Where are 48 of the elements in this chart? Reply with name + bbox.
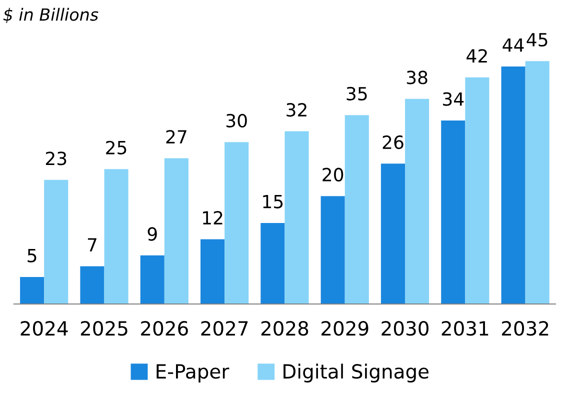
bar — [44, 180, 68, 304]
data-label: 27 — [166, 130, 186, 144]
legend-label: E-Paper — [156, 364, 230, 382]
x-tick-label: 2027 — [201, 321, 248, 336]
bar — [525, 61, 550, 304]
x-tick-label: 2031 — [442, 321, 488, 336]
bar — [441, 120, 466, 304]
bar — [200, 239, 225, 304]
data-label: 15 — [263, 195, 283, 208]
bar — [344, 115, 369, 304]
bar — [501, 66, 526, 304]
bar — [20, 277, 44, 304]
bar — [284, 131, 309, 304]
bar — [80, 266, 104, 304]
data-label: 32 — [286, 103, 306, 117]
data-label: 7 — [88, 238, 96, 252]
data-label: 12 — [203, 210, 222, 224]
data-label: 45 — [526, 33, 548, 47]
data-label: 42 — [466, 49, 487, 62]
legend-label: Digital Signage — [284, 364, 428, 382]
bar — [320, 196, 345, 304]
data-label: 23 — [46, 152, 66, 166]
x-tick-label: 2024 — [20, 321, 68, 336]
bar — [224, 142, 249, 304]
chart-title: $ in Billions — [3, 8, 98, 24]
bar — [405, 98, 430, 304]
bar — [465, 77, 490, 304]
data-label: 35 — [346, 86, 367, 100]
x-tick-label: 2029 — [322, 321, 368, 336]
data-label: 25 — [106, 140, 126, 154]
bar — [164, 158, 188, 304]
x-tick-label: 2030 — [382, 321, 428, 336]
data-label: 44 — [502, 38, 524, 52]
x-tick-label: 2026 — [141, 321, 188, 336]
x-tick-label: 2032 — [502, 321, 548, 336]
data-label: 26 — [382, 135, 404, 150]
data-label: 20 — [322, 168, 344, 182]
bar — [140, 255, 164, 304]
x-tick-label: 2028 — [261, 321, 308, 336]
data-label: 34 — [443, 92, 464, 106]
bar — [260, 223, 285, 304]
x-tick-label: 2025 — [80, 321, 128, 336]
data-label: 5 — [28, 248, 36, 262]
bar — [104, 169, 128, 304]
data-label: 30 — [226, 114, 247, 128]
data-label: 38 — [406, 70, 428, 84]
bar — [380, 164, 406, 304]
data-label: 9 — [148, 227, 157, 241]
